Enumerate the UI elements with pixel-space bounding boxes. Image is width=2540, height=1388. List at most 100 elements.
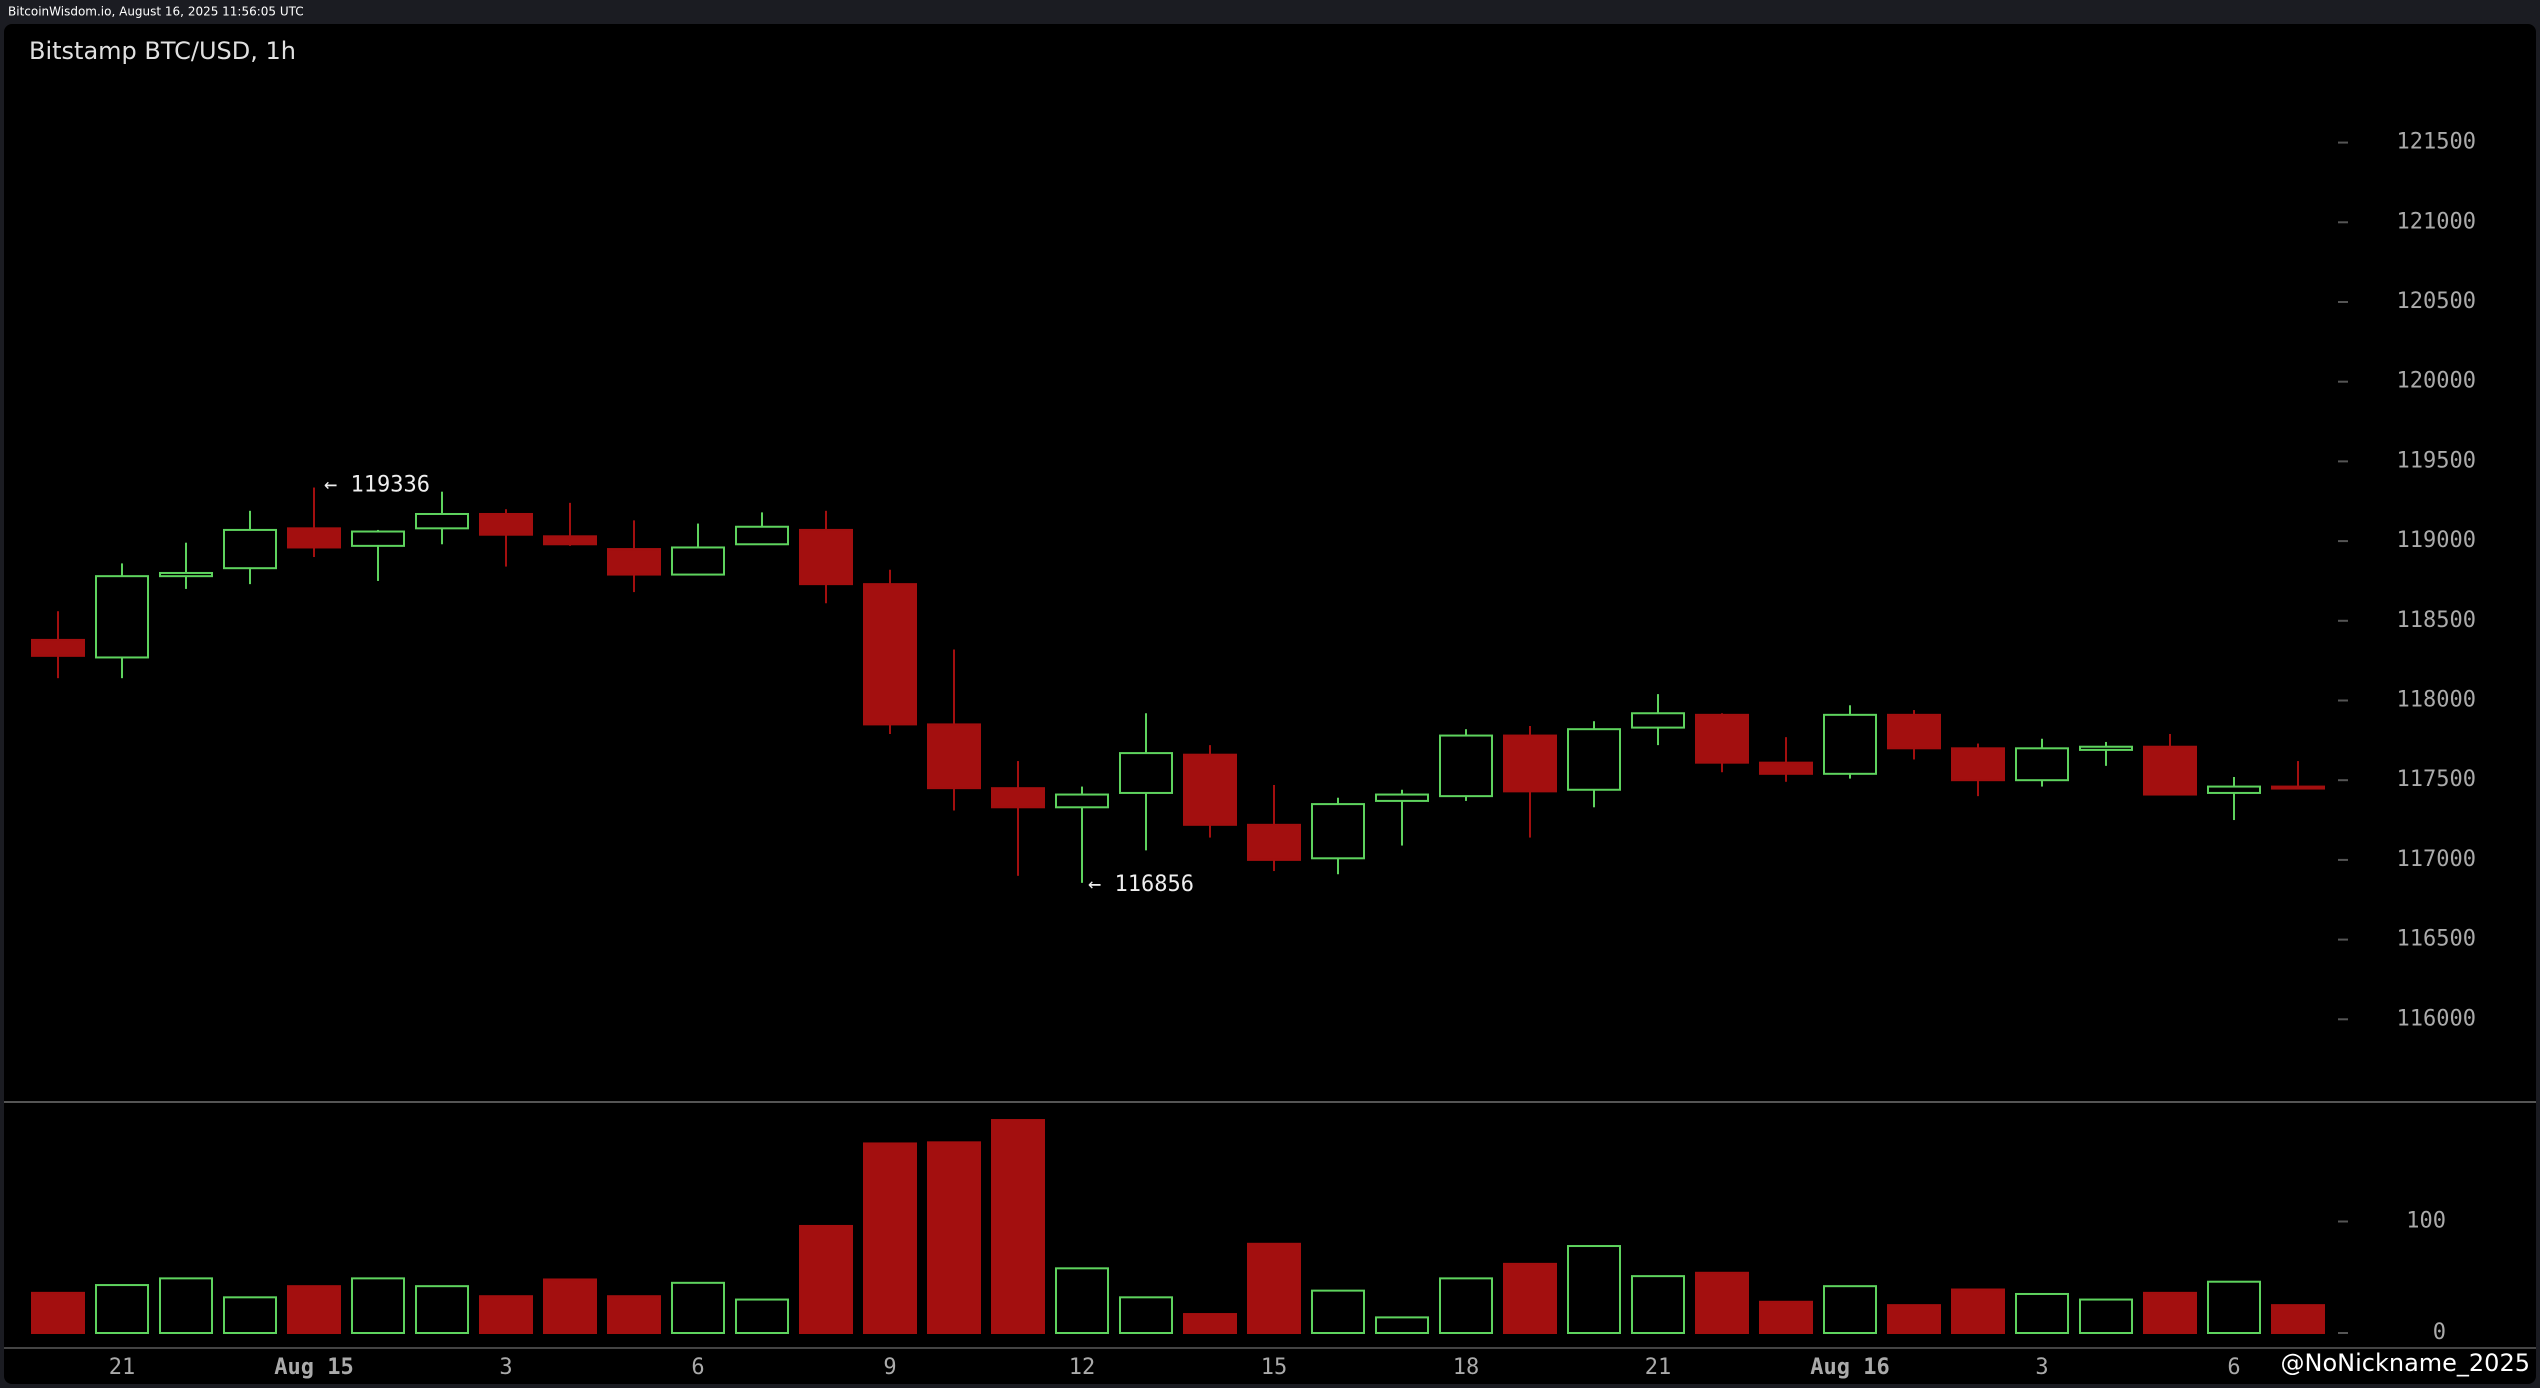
volume-bar xyxy=(671,1281,725,1334)
volume-bar xyxy=(1887,1304,1941,1334)
volume-bar xyxy=(1183,1313,1237,1335)
annotation: ← 119336 xyxy=(324,473,430,498)
x-tick-label: 18 xyxy=(1453,1355,1480,1380)
candle-body xyxy=(1695,713,1749,764)
candle-body xyxy=(1951,747,2005,782)
x-tick-label: 3 xyxy=(2035,1355,2048,1380)
candle-body xyxy=(223,528,277,570)
candle-body xyxy=(1311,803,1365,860)
volume-bar xyxy=(1695,1271,1749,1335)
volume-bar xyxy=(607,1295,661,1334)
candle-body xyxy=(2207,785,2261,794)
volume-bar xyxy=(287,1285,341,1335)
candle-body xyxy=(31,638,85,657)
volume-bar xyxy=(735,1298,789,1335)
header: BitcoinWisdom.io, August 16, 2025 11:56:… xyxy=(8,5,304,19)
volume-bar xyxy=(1631,1275,1685,1335)
candle-body xyxy=(1247,823,1301,861)
candle-body xyxy=(863,583,917,726)
volume-bar xyxy=(1567,1245,1621,1335)
volume-bar xyxy=(1247,1242,1301,1335)
x-tick-label: 21 xyxy=(1645,1355,1672,1380)
candle-body xyxy=(1823,713,1877,775)
candle-body xyxy=(1759,761,1813,775)
y-tick-label: 116000 xyxy=(2397,1006,2476,1031)
candle-body xyxy=(1183,753,1237,826)
volume-bar xyxy=(95,1284,149,1335)
chart-title: Bitstamp BTC/USD, 1h xyxy=(29,37,296,65)
candle-body xyxy=(95,575,149,659)
x-tick-label: 6 xyxy=(691,1355,704,1380)
annotation: ← 116856 xyxy=(1088,872,1194,897)
volume-bar xyxy=(2271,1304,2325,1334)
candle-body xyxy=(287,527,341,549)
candle-body xyxy=(1375,793,1429,802)
candle-body xyxy=(351,530,405,547)
y-tick-label: 118000 xyxy=(2397,687,2476,712)
x-tick-label: 15 xyxy=(1261,1355,1288,1380)
candle-body xyxy=(415,512,469,530)
volume-bar xyxy=(31,1291,85,1334)
x-tick-label: Aug 15 xyxy=(274,1355,353,1380)
candle-body xyxy=(607,548,661,576)
volume-bar xyxy=(1119,1296,1173,1334)
volume-bar xyxy=(1759,1300,1813,1335)
volume-bar xyxy=(543,1278,597,1334)
x-tick-label: 9 xyxy=(883,1355,896,1380)
candle-body xyxy=(543,535,597,546)
volume-bar xyxy=(479,1295,533,1334)
volume-bar xyxy=(415,1285,469,1335)
candle-body xyxy=(927,723,981,790)
candle-body xyxy=(991,787,1045,809)
candle-body xyxy=(1439,734,1493,798)
x-tick-label: 12 xyxy=(1069,1355,1096,1380)
candle-body xyxy=(2271,785,2325,790)
y-tick-label: 116500 xyxy=(2397,927,2476,952)
volume-bar xyxy=(991,1119,1045,1335)
volume-bar xyxy=(799,1224,853,1334)
volume-bar xyxy=(1311,1289,1365,1335)
candle-body xyxy=(1567,728,1621,791)
x-tick-label: Aug 16 xyxy=(1810,1355,1889,1380)
volume-bar xyxy=(927,1141,981,1334)
candle-body xyxy=(735,525,789,546)
volume-bar xyxy=(223,1296,277,1334)
volume-bar xyxy=(1375,1316,1429,1335)
candle-body xyxy=(671,546,725,576)
volume-bar xyxy=(1823,1285,1877,1335)
candle-body xyxy=(1055,793,1109,809)
y-tick-label: 117500 xyxy=(2397,767,2476,792)
volume-bar xyxy=(1439,1277,1493,1334)
candle-body xyxy=(1503,734,1557,793)
y-tick-label: 120000 xyxy=(2397,369,2476,394)
volume-bar xyxy=(351,1277,405,1334)
candle-body xyxy=(1887,713,1941,750)
volume-bar xyxy=(1055,1267,1109,1334)
volume-bar xyxy=(2207,1280,2261,1334)
x-tick-label: 3 xyxy=(499,1355,512,1380)
volume-bar xyxy=(159,1277,213,1334)
y-tick-label: 121500 xyxy=(2397,130,2476,155)
candle-body xyxy=(799,528,853,586)
y-tick-label: 0 xyxy=(2433,1320,2446,1345)
y-tick-label: 120500 xyxy=(2397,289,2476,314)
candle-body xyxy=(2015,747,2069,782)
y-tick-label: 121000 xyxy=(2397,209,2476,234)
volume-bar xyxy=(2143,1291,2197,1334)
candle-body xyxy=(159,571,213,578)
x-tick-label: 21 xyxy=(109,1355,136,1380)
panel xyxy=(4,24,2536,1384)
watermark: @NoNickname_2025 xyxy=(2281,1349,2531,1377)
y-tick-label: 118500 xyxy=(2397,608,2476,633)
volume-bar xyxy=(1951,1288,2005,1335)
candle-body xyxy=(1119,752,1173,794)
volume-bar xyxy=(1503,1262,1557,1334)
x-tick-label: 6 xyxy=(2227,1355,2240,1380)
y-tick-label: 119500 xyxy=(2397,448,2476,473)
volume-bar xyxy=(863,1142,917,1334)
candle-body xyxy=(2079,745,2133,751)
volume-bar xyxy=(2015,1292,2069,1334)
y-tick-label: 100 xyxy=(2406,1209,2446,1234)
